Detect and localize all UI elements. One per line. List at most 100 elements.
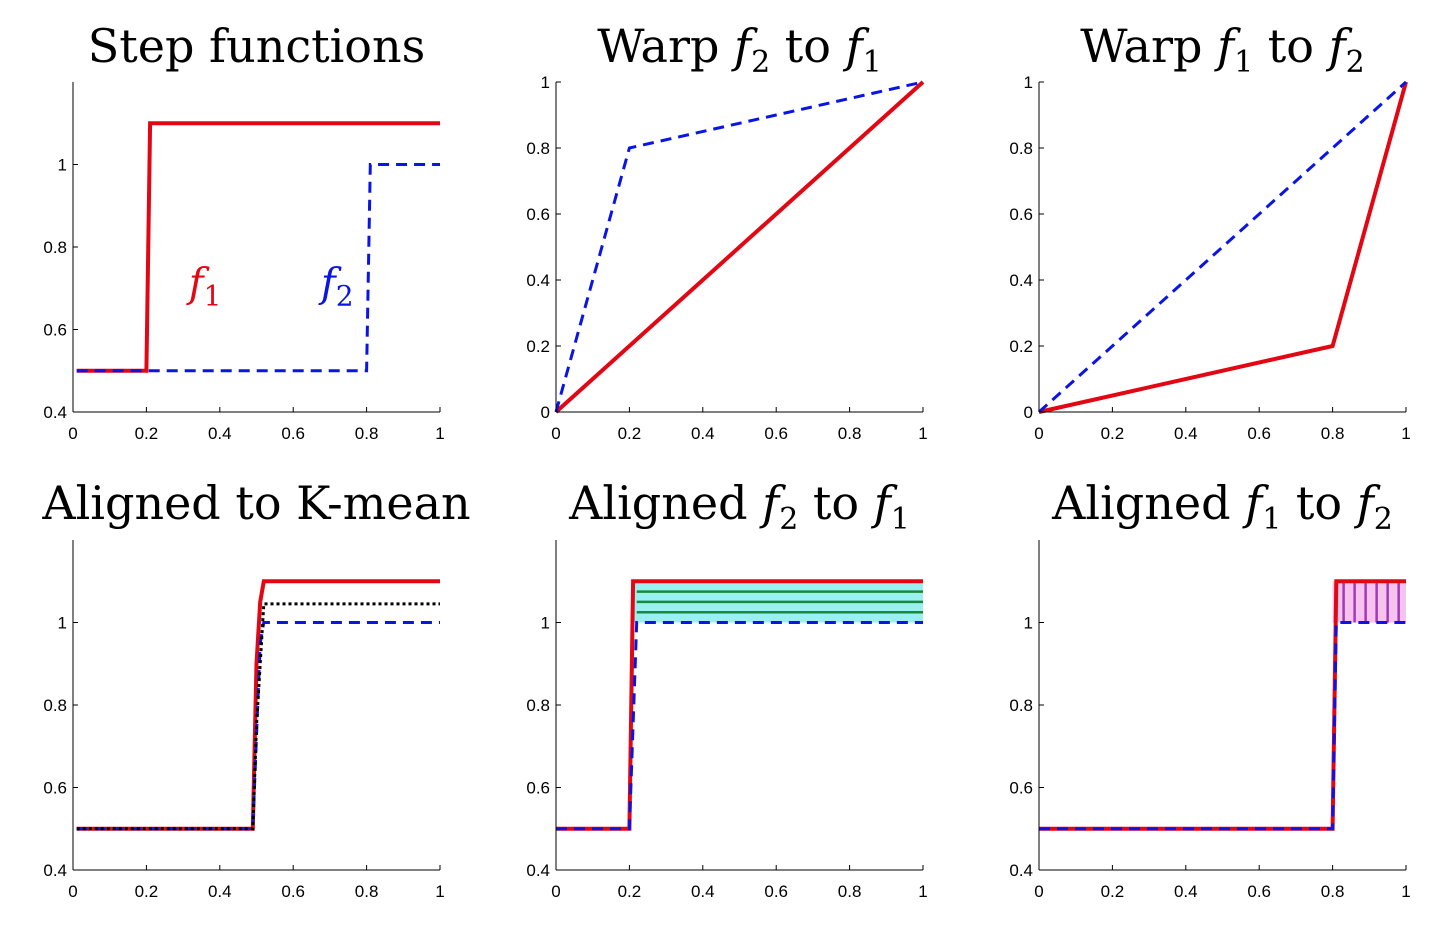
x-tick-label: 1 — [1401, 424, 1410, 443]
y-tick-label: 1 — [1024, 614, 1033, 633]
series-f1 — [76, 121, 440, 373]
y-tick-label: 0.8 — [43, 238, 67, 257]
chart-title-part: 2 — [779, 502, 798, 537]
x-tick-label: 0.8 — [1321, 424, 1345, 443]
y-tick-label: 0.8 — [43, 696, 67, 715]
y-tick-label: 0.4 — [526, 861, 550, 880]
chart-title-part: 1 — [1234, 45, 1253, 80]
series-f2-aligned — [76, 621, 440, 831]
series-gamma-identity — [1037, 80, 1408, 414]
x-tick-label: 0.4 — [1174, 424, 1198, 443]
annotation-sub: 1 — [204, 280, 222, 313]
chart-title: Aligned f2 to f1 — [568, 476, 910, 537]
x-tick-label: 0.6 — [764, 424, 788, 443]
chart-title: Warp f1 to f2 — [1080, 19, 1364, 80]
chart-panel-5: Aligned f2 to f1 0 0.2 0.4 0.6 0.8 1 0.4 0.6 0.8 1 — [526, 476, 927, 901]
x-tick-label: 0.2 — [618, 882, 642, 901]
y-tick-label: 0.4 — [1009, 861, 1033, 880]
y-tick-label: 0.4 — [1009, 271, 1033, 290]
x-tick-label: 0.4 — [691, 882, 715, 901]
x-tick-label: 1 — [918, 882, 927, 901]
y-tick-label: 0.8 — [1009, 139, 1033, 158]
y-tick-label: 0.8 — [526, 139, 550, 158]
x-tick-label: 0.4 — [208, 424, 232, 443]
chart-panel-4: Aligned to K-mean 0 0.2 0.4 0.6 0.8 1 0.4 0.6 0.8… — [41, 476, 470, 901]
y-tick-label: 0.8 — [526, 696, 550, 715]
y-tick-label: 0.6 — [43, 779, 67, 798]
chart-title: Warp f2 to f1 — [597, 19, 881, 80]
x-tick-label: 1 — [1401, 882, 1410, 901]
annotation-label: f1 — [186, 261, 222, 313]
chart-title-part: Step functions — [88, 19, 425, 73]
y-tick-label: 0.6 — [526, 779, 550, 798]
x-tick-label: 0.6 — [1247, 882, 1271, 901]
chart-title-part: Aligned — [568, 476, 762, 530]
x-tick-label: 0.2 — [135, 424, 159, 443]
chart-title-part: Aligned — [1051, 476, 1245, 530]
x-tick-label: 0.2 — [1101, 882, 1125, 901]
y-tick-label: 1 — [1024, 73, 1033, 92]
y-tick-label: 0.4 — [43, 403, 67, 422]
x-tick-label: 0.8 — [1321, 882, 1345, 901]
chart-title: Step functions — [88, 19, 425, 73]
series-f2 — [76, 163, 440, 373]
x-tick-label: 1 — [918, 424, 927, 443]
x-tick-label: 0 — [1034, 882, 1043, 901]
chart-title-part: 2 — [751, 45, 770, 80]
chart-title-part: to — [1281, 476, 1356, 530]
annotation-label: f2 — [318, 261, 354, 313]
chart-panel-3: Warp f1 to f2 0 0.2 0.4 0.6 0.8 1 0 0.2 0.4 0.6 0.8… — [1009, 19, 1410, 443]
series-gamma-identity — [554, 80, 925, 414]
x-tick-label: 0.8 — [355, 882, 379, 901]
chart-title-part: to — [770, 19, 845, 73]
chart-title: Aligned f1 to f2 — [1051, 476, 1393, 537]
chart-title-part: Warp — [597, 19, 734, 73]
chart-title-part: Aligned to K-mean — [41, 476, 470, 530]
y-tick-label: 0 — [1024, 403, 1033, 422]
annotation-sub: 2 — [336, 280, 354, 313]
x-tick-label: 0.8 — [838, 424, 862, 443]
series-gamma-warp — [1038, 81, 1408, 414]
chart-panel-6: Aligned f1 to f2 0 0.2 0.4 0.6 0.8 1 0.4 0.6 0.8 1 — [1009, 476, 1410, 901]
y-tick-label: 0.4 — [43, 861, 67, 880]
chart-title-part: to — [798, 476, 873, 530]
y-tick-label: 0.2 — [1009, 337, 1033, 356]
y-tick-label: 1 — [58, 614, 67, 633]
x-tick-label: 0.2 — [1101, 424, 1125, 443]
x-tick-label: 0.8 — [838, 882, 862, 901]
x-tick-label: 0.6 — [281, 882, 305, 901]
chart-title-part: 1 — [863, 45, 882, 80]
x-tick-label: 0.2 — [618, 424, 642, 443]
series-f2 — [1039, 621, 1406, 831]
y-tick-label: 1 — [541, 73, 550, 92]
chart-title-part: 2 — [1346, 45, 1365, 80]
x-tick-label: 1 — [435, 424, 444, 443]
y-tick-label: 0.4 — [526, 271, 550, 290]
chart-title-part: 2 — [1374, 502, 1393, 537]
chart-title-part: to — [1253, 19, 1328, 73]
y-tick-label: 0.2 — [526, 337, 550, 356]
chart-title-part: 1 — [891, 502, 910, 537]
x-tick-label: 0.2 — [135, 882, 159, 901]
x-tick-label: 0.4 — [691, 424, 715, 443]
x-tick-label: 0 — [68, 424, 77, 443]
series-f2-warped — [556, 621, 923, 831]
x-tick-label: 0 — [1034, 424, 1043, 443]
x-tick-label: 0 — [68, 882, 77, 901]
y-tick-label: 0.6 — [526, 205, 550, 224]
chart-title-part: 1 — [1262, 502, 1281, 537]
y-tick-label: 1 — [541, 614, 550, 633]
y-tick-label: 1 — [58, 156, 67, 175]
x-tick-label: 0.6 — [1247, 424, 1271, 443]
y-tick-label: 0.6 — [1009, 779, 1033, 798]
y-tick-label: 0.8 — [1009, 696, 1033, 715]
series-f1-aligned — [76, 579, 440, 831]
y-tick-label: 0.6 — [43, 321, 67, 340]
chart-title-part: Warp — [1080, 19, 1217, 73]
series-gamma-warp — [554, 80, 924, 413]
chart-title: Aligned to K-mean — [41, 476, 470, 530]
y-tick-label: 0 — [541, 403, 550, 422]
x-tick-label: 0 — [551, 424, 560, 443]
